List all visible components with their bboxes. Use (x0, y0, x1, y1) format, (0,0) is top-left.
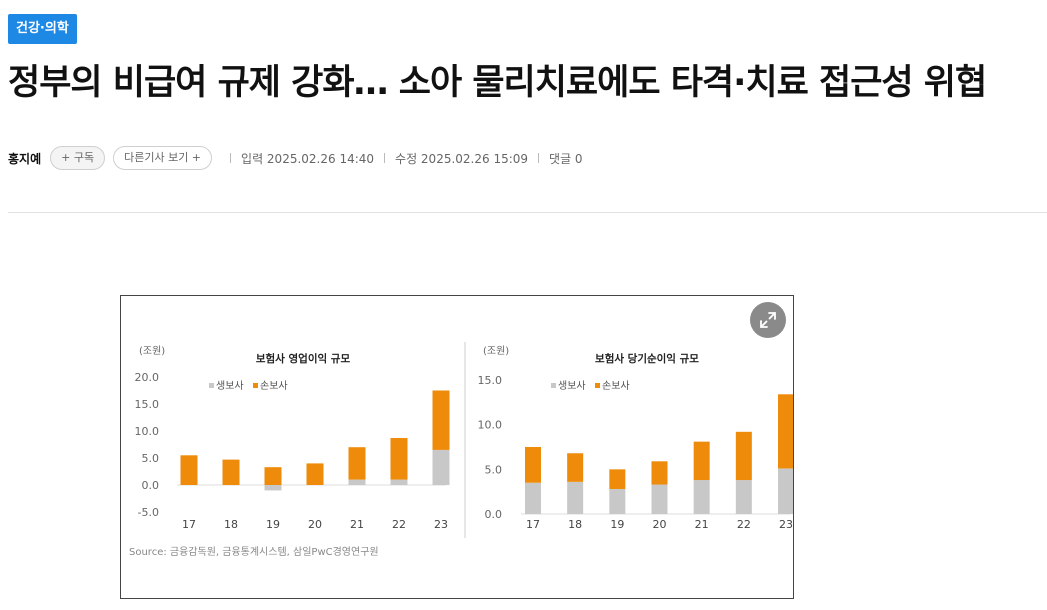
y-tick-label: 20.0 (135, 371, 160, 384)
x-tick-label: 17 (526, 518, 540, 531)
x-tick-label: 20 (308, 518, 322, 531)
x-tick-label: 22 (737, 518, 751, 531)
x-tick-label: 23 (434, 518, 448, 531)
bar-segment (778, 468, 793, 514)
x-tick-label: 21 (350, 518, 364, 531)
x-tick-label: 17 (182, 518, 196, 531)
article-headline: 정부의 비급여 규제 강화… 소아 물리치료에도 타격·치료 접근성 위협 (8, 63, 987, 103)
bar-segment (390, 479, 408, 485)
y-tick-label: 0.0 (485, 508, 503, 521)
x-tick-label: 19 (610, 518, 624, 531)
comment-count[interactable]: 댓글 0 (549, 151, 583, 166)
x-tick-label: 19 (266, 518, 280, 531)
bar-segment (222, 459, 240, 485)
legend-label: 생보사 (558, 380, 586, 392)
y-tick-label: 15.0 (135, 398, 160, 411)
meta-divider (538, 153, 540, 163)
x-tick-label: 22 (392, 518, 406, 531)
more-articles-button[interactable]: 다른기사 보기 + (113, 146, 213, 170)
x-tick-label: 18 (568, 518, 582, 531)
x-tick-label: 18 (224, 518, 238, 531)
legend-swatch (595, 383, 600, 388)
bar-segment (609, 488, 626, 514)
bar-segment (567, 453, 584, 482)
bar-segment (525, 447, 541, 483)
legend-swatch (551, 383, 556, 388)
bar-segment (264, 485, 282, 491)
legend-label: 생보사 (216, 380, 244, 392)
bar-segment (693, 480, 710, 514)
meta-divider (384, 153, 386, 163)
bar-segment (609, 469, 626, 489)
y-tick-label: -5.0 (138, 506, 159, 519)
article-meta: 홍지예 + 구독 다른기사 보기 + 입력 2025.02.26 14:40 수… (8, 146, 583, 170)
subscribe-button[interactable]: + 구독 (50, 146, 106, 170)
author-name[interactable]: 홍지예 (8, 151, 42, 166)
x-tick-label: 21 (695, 518, 709, 531)
chart-unit-label: (조원) (139, 345, 165, 357)
y-tick-label: 10.0 (135, 425, 160, 438)
legend-swatch (253, 383, 258, 388)
bar-segment (390, 438, 408, 480)
bar-segment (180, 455, 198, 485)
bar-segment (693, 441, 710, 481)
bar-segment (432, 449, 450, 485)
bar-segment (348, 447, 366, 480)
meta-divider (230, 153, 232, 163)
bar-segment (567, 481, 584, 514)
bar-segment (432, 390, 450, 450)
x-tick-label: 20 (653, 518, 667, 531)
bar-segment (306, 463, 324, 485)
bar-segment (651, 461, 668, 485)
y-tick-label: 5.0 (485, 463, 503, 476)
chart-unit-label: (조원) (483, 345, 509, 357)
bar-segment (735, 431, 752, 481)
header-divider (8, 212, 1047, 213)
y-tick-label: 0.0 (142, 479, 160, 492)
bar-segment (735, 480, 752, 514)
legend-label: 손보사 (260, 380, 288, 392)
chart-title: 보험사 영업이익 규모 (256, 352, 351, 365)
expand-icon[interactable] (750, 302, 786, 338)
legend-label: 손보사 (602, 380, 630, 392)
bar-segment (525, 482, 541, 514)
y-tick-label: 15.0 (478, 374, 503, 387)
chart-title: 보험사 당기순이익 규모 (595, 352, 699, 365)
y-tick-label: 10.0 (478, 419, 503, 432)
bar-segment (348, 479, 366, 485)
y-tick-label: 5.0 (142, 452, 160, 465)
legend-swatch (209, 383, 214, 388)
bar-segment (651, 484, 668, 514)
bar-segment (778, 394, 793, 469)
published-date: 입력 2025.02.26 14:40 (241, 151, 375, 166)
bar-segment (264, 467, 282, 485)
x-tick-label: 23 (779, 518, 793, 531)
modified-date: 수정 2025.02.26 15:09 (395, 151, 529, 166)
category-badge[interactable]: 건강·의학 (8, 14, 77, 44)
figure-source: Source: 금융감독원, 금융통계시스템, 삼일PwC경영연구원 (129, 545, 379, 558)
